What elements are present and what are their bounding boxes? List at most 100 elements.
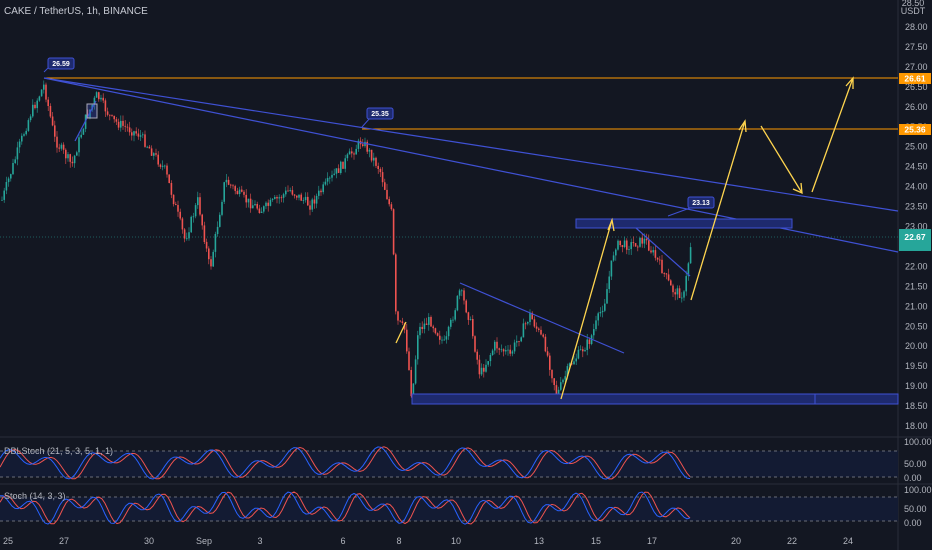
candle-body <box>274 197 276 199</box>
candle-body <box>674 292 676 295</box>
candle-body <box>417 335 419 360</box>
candle-body <box>564 376 566 380</box>
candle-body <box>425 323 428 325</box>
dblstoch-lines[interactable] <box>0 446 691 480</box>
trendline-upper[interactable] <box>43 77 899 212</box>
candle-body <box>172 194 175 205</box>
candle-body <box>82 128 85 135</box>
chart-header-symbol[interactable]: CAKE / TetherUS, 1h, BINANCE <box>4 6 148 17</box>
candle-body <box>293 194 296 196</box>
callout-high-a[interactable]: 26.59 <box>43 57 75 73</box>
candle-body <box>384 182 386 190</box>
candle-body <box>238 189 241 194</box>
candlestick-series[interactable] <box>1 80 692 400</box>
trendline-flag[interactable] <box>635 227 691 277</box>
price-axis[interactable]: 28.0027.5027.0026.5026.0025.5025.0024.50… <box>905 22 928 431</box>
candle-body <box>45 84 47 100</box>
candle-body <box>40 89 43 97</box>
candle-body <box>463 290 465 301</box>
candle-body <box>117 121 120 128</box>
stoch-lines[interactable] <box>0 491 691 525</box>
trendline-short[interactable] <box>74 100 97 142</box>
candle-body <box>399 320 401 322</box>
candle-body <box>661 259 663 274</box>
small-box-marker[interactable] <box>86 103 98 119</box>
price-tick: 28.00 <box>905 22 928 32</box>
price-label-top[interactable]: 26.61 <box>904 74 926 84</box>
price-label-current-bg <box>899 229 931 251</box>
candle-body <box>285 190 287 195</box>
time-tick: 15 <box>591 536 601 546</box>
price-axis-currency: USDT <box>901 6 926 16</box>
candle-body <box>379 169 382 173</box>
candle-body <box>687 263 690 277</box>
candle-body <box>58 147 60 149</box>
price-tick: 22.00 <box>905 261 928 271</box>
supply-zone[interactable] <box>575 218 793 229</box>
price-axis-top-partial: 28.50 <box>902 0 925 8</box>
candle-body <box>188 232 190 239</box>
candle-body <box>597 313 599 321</box>
stoch-label[interactable]: Stoch (14, 3, 3) <box>4 491 66 501</box>
candle-body <box>252 205 254 209</box>
candle-body <box>395 254 397 312</box>
candle-body <box>236 190 239 194</box>
price-tick: 26.00 <box>905 102 928 112</box>
candle-body <box>531 312 533 320</box>
candle-body <box>443 339 445 341</box>
time-axis[interactable]: 25 27 30 Sep 3 6 8 10 13 15 17 20 22 24 <box>3 536 853 546</box>
candle-body <box>76 152 78 156</box>
price-tick: 18.00 <box>905 421 928 431</box>
candle-body <box>441 339 443 341</box>
callout-high-b-text: 25.35 <box>371 111 389 118</box>
candle-body <box>410 370 412 397</box>
candle-body <box>553 378 555 385</box>
candle-body <box>203 225 206 242</box>
candle-body <box>221 201 223 215</box>
candle-body <box>650 250 652 253</box>
candle-body <box>549 355 551 370</box>
candle-body <box>137 133 140 137</box>
candle-body <box>14 159 16 163</box>
candle-body <box>254 204 256 206</box>
price-label-current[interactable]: 22.67 <box>904 232 926 242</box>
candle-body <box>324 181 327 185</box>
dblstoch-label[interactable]: DBLStoch (21, 5, 3, 5, 1, 1) <box>4 446 114 456</box>
demand-zone[interactable] <box>411 393 899 405</box>
candle-body <box>212 251 214 267</box>
candle-body <box>159 164 162 167</box>
candle-body <box>331 174 333 178</box>
candle-body <box>381 172 384 183</box>
candle-body <box>126 126 129 128</box>
candle-body <box>311 199 313 210</box>
candle-body <box>434 328 437 334</box>
candle-body <box>500 349 503 351</box>
candle-body <box>498 348 500 350</box>
callout-high-c[interactable]: 23.13 <box>667 196 715 217</box>
candle-body <box>639 237 641 247</box>
candle-body <box>56 136 58 148</box>
price-tick: 20.00 <box>905 341 928 351</box>
candle-body <box>166 165 168 175</box>
candle-body <box>227 179 230 185</box>
candle-body <box>579 349 582 351</box>
candle-body <box>69 154 71 162</box>
trendline-descending-wedge[interactable] <box>459 282 625 354</box>
candle-body <box>335 168 338 174</box>
candle-body <box>21 135 23 142</box>
candle-body <box>634 243 637 247</box>
candle-body <box>230 184 232 186</box>
time-tick: 24 <box>843 536 853 546</box>
candle-body <box>542 334 544 337</box>
candle-body <box>47 99 49 106</box>
candle-body <box>386 189 388 200</box>
callout-high-b[interactable]: 25.35 <box>361 107 394 128</box>
price-tick: 23.00 <box>905 222 928 232</box>
forecast-path[interactable] <box>395 76 854 400</box>
candle-body <box>170 183 173 195</box>
price-label-second[interactable]: 25.36 <box>904 125 926 135</box>
candle-body <box>181 218 184 230</box>
candle-body <box>73 155 76 164</box>
candle-body <box>113 115 115 120</box>
